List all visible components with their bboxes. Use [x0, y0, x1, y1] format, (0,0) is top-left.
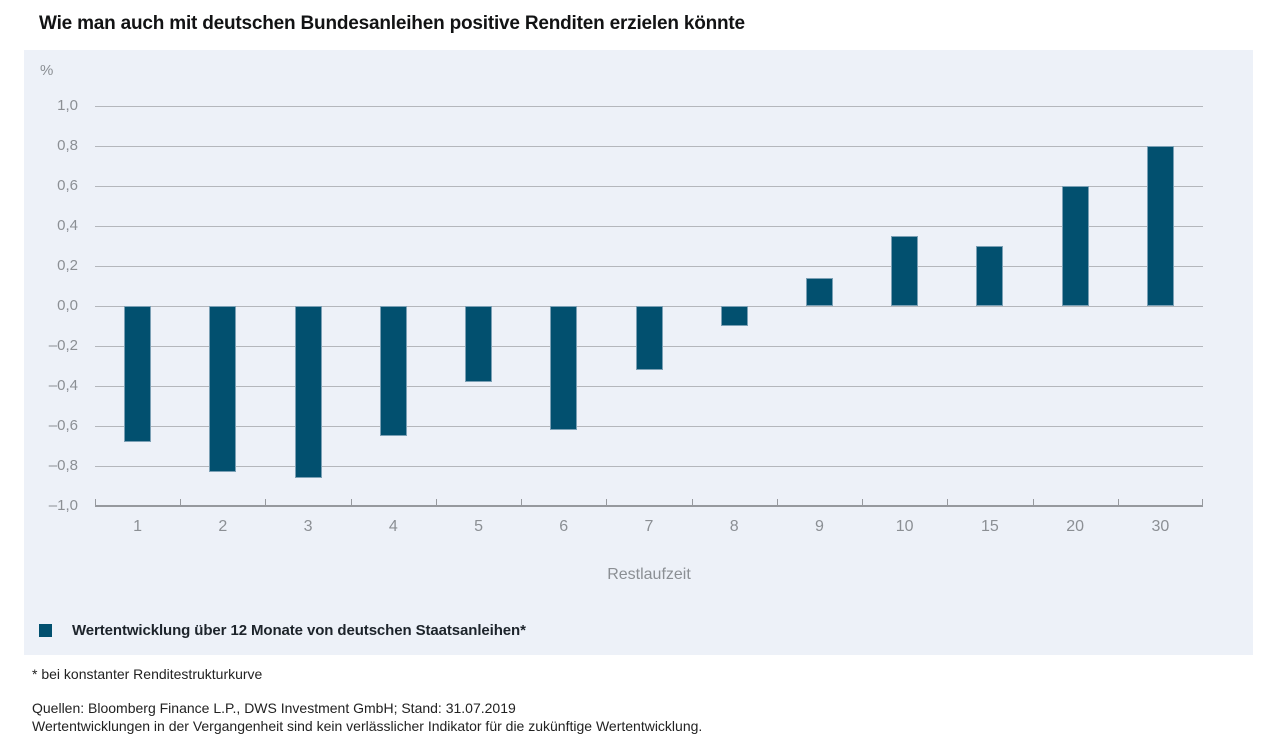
x-axis-title: Restlaufzeit	[607, 566, 691, 583]
bar-3	[294, 306, 322, 478]
source-line: Quellen: Bloomberg Finance L.P., DWS Inv…	[32, 700, 516, 716]
gridline	[95, 225, 1203, 227]
disclaimer-line: Wertentwicklungen in der Vergangenheit s…	[32, 718, 703, 734]
bar-9	[805, 278, 833, 306]
bar-7	[635, 306, 663, 370]
x-tick-label: 20	[1066, 518, 1085, 535]
x-axis-tick	[95, 499, 96, 506]
x-axis-tick	[777, 499, 778, 506]
x-axis-tick	[947, 499, 948, 506]
bar-8	[720, 306, 748, 326]
x-tick-label: 8	[729, 518, 739, 535]
x-axis-tick	[862, 499, 863, 506]
y-axis-unit-label: %	[40, 62, 54, 79]
x-tick-label: 7	[644, 518, 654, 535]
x-axis-tick	[436, 499, 437, 506]
x-axis-tick	[1202, 499, 1203, 506]
gridline	[95, 105, 1203, 107]
y-tick-label: 0,0	[57, 297, 78, 314]
bar-1	[124, 306, 152, 442]
bar-30	[1146, 146, 1174, 306]
bar-2	[209, 306, 237, 472]
footnote-asterisk: * bei konstanter Renditestrukturkurve	[32, 666, 263, 682]
legend-swatch-icon	[39, 624, 52, 637]
bar-5	[465, 306, 493, 382]
x-tick-label: 15	[981, 518, 999, 535]
bar-4	[379, 306, 407, 436]
x-tick-label: 9	[815, 518, 824, 535]
y-tick-label: –1,0	[48, 497, 78, 514]
x-tick-label: 3	[303, 518, 313, 535]
x-tick-label: 4	[388, 518, 398, 535]
legend-label: Wertentwicklung über 12 Monate von deuts…	[72, 622, 526, 639]
y-tick-label: 0,4	[57, 217, 78, 234]
gridline	[95, 145, 1203, 147]
x-axis-tick	[1118, 499, 1119, 506]
x-tick-label: 10	[895, 518, 914, 535]
bar-20	[1061, 186, 1089, 306]
x-axis-tick	[265, 499, 266, 506]
chart-panel: % 1,0 0,8 0,6 0,4 0,2 0,0 –0,2 –0,4 –0,6 –0,8 –1,0…	[24, 50, 1253, 655]
x-axis-line	[95, 505, 1203, 507]
bar-chart-plot-area: 1,0 0,8 0,6 0,4 0,2 0,0 –0,2 –0,4 –0,6 –0,8 –1,0 1 2…	[49, 98, 1203, 535]
bar-10	[891, 236, 919, 306]
source-block: Quellen: Bloomberg Finance L.P., DWS Inv…	[32, 699, 702, 735]
bar-6	[550, 306, 578, 430]
x-axis-tick	[606, 499, 607, 506]
x-axis-tick	[692, 499, 693, 506]
chart-legend: Wertentwicklung über 12 Monate von deuts…	[39, 622, 526, 639]
x-axis-tick	[351, 499, 352, 506]
x-axis-tick	[180, 499, 181, 506]
y-tick-label: 0,8	[57, 137, 78, 154]
x-tick-label: 2	[218, 518, 228, 535]
x-axis-tick	[1033, 499, 1034, 506]
y-tick-label: 0,2	[57, 257, 78, 274]
y-tick-label: 0,6	[57, 177, 78, 194]
bar-15	[976, 246, 1004, 306]
x-tick-label: 5	[474, 518, 483, 535]
x-axis-tick	[521, 499, 522, 506]
page-title: Wie man auch mit deutschen Bundesanleihe…	[39, 13, 745, 34]
gridline	[95, 425, 1203, 427]
gridline	[95, 465, 1203, 467]
x-tick-label: 30	[1151, 518, 1170, 535]
gridline	[95, 185, 1203, 187]
y-tick-label: –0,4	[48, 377, 78, 394]
x-tick-label: 1	[133, 518, 143, 535]
x-tick-label: 6	[559, 518, 569, 535]
y-tick-label: –0,2	[48, 337, 78, 354]
y-tick-label: 1,0	[57, 97, 78, 114]
gridline	[95, 265, 1203, 267]
y-tick-label: –0,8	[48, 457, 78, 474]
y-tick-label: –0,6	[48, 417, 78, 434]
gridline	[95, 385, 1203, 387]
